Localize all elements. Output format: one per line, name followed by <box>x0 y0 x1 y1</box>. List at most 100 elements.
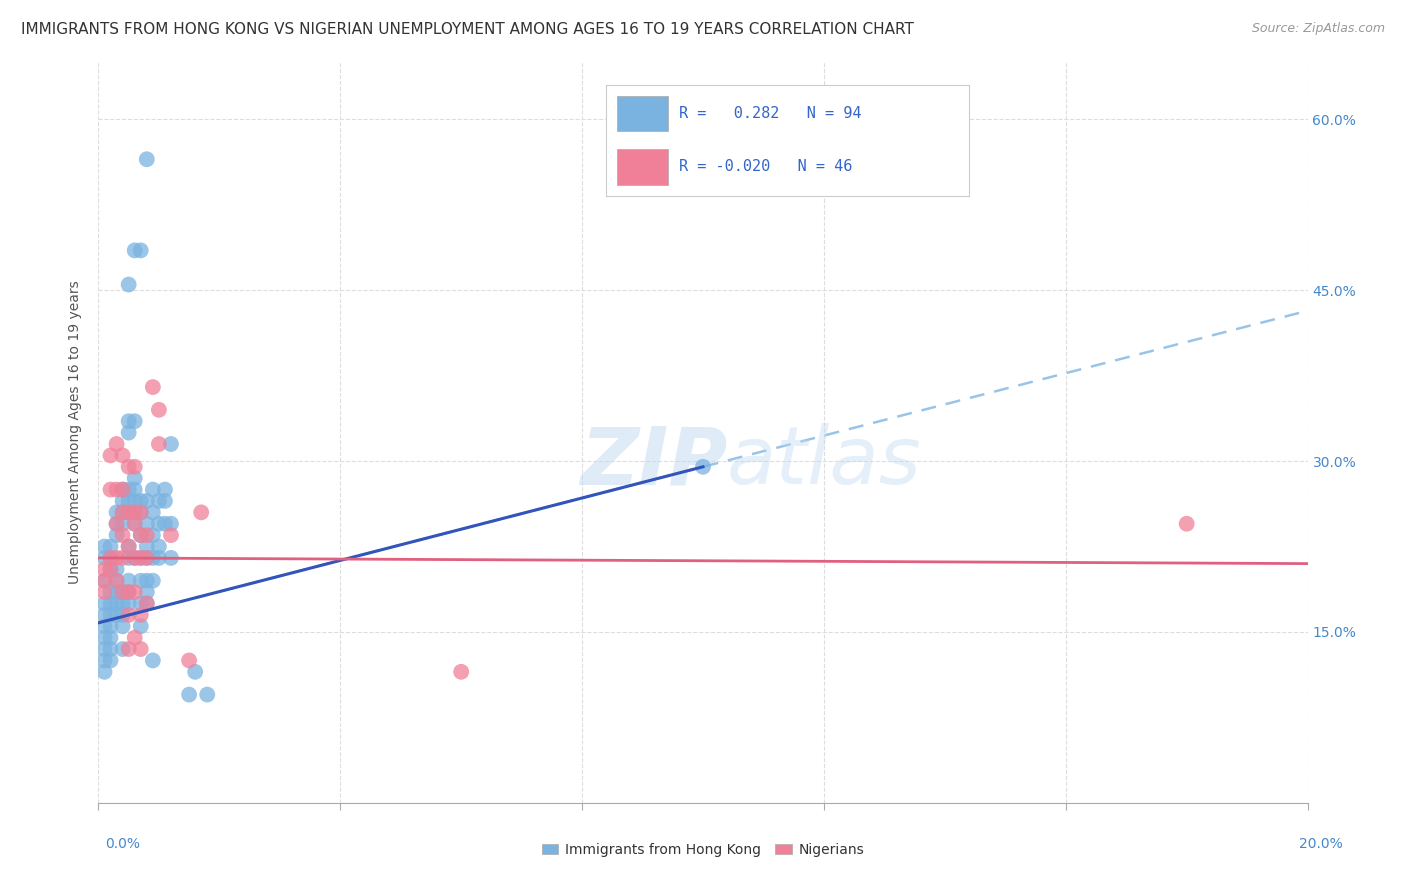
Point <box>111 483 134 497</box>
Point <box>93 550 115 565</box>
Point <box>118 642 141 657</box>
Point <box>135 153 157 167</box>
Point <box>111 585 134 599</box>
Point <box>118 277 141 292</box>
Point <box>105 562 128 576</box>
Point <box>100 585 122 599</box>
Point <box>124 483 146 497</box>
Point <box>124 244 146 258</box>
Point <box>111 597 134 611</box>
Point <box>129 244 152 258</box>
Point <box>124 550 146 565</box>
Point <box>124 516 146 531</box>
Text: Source: ZipAtlas.com: Source: ZipAtlas.com <box>1251 22 1385 36</box>
Point <box>190 505 212 519</box>
Point <box>111 642 134 657</box>
Point <box>135 585 157 599</box>
Point <box>111 528 134 542</box>
Point <box>124 550 146 565</box>
Point <box>153 516 176 531</box>
Point <box>111 550 134 565</box>
Point <box>1175 516 1198 531</box>
Point <box>135 550 157 565</box>
Point <box>142 528 165 542</box>
Point <box>100 483 122 497</box>
Point <box>148 437 170 451</box>
Point <box>160 516 183 531</box>
Point <box>100 550 122 565</box>
Point <box>118 550 141 565</box>
Point <box>93 619 115 633</box>
Point <box>148 516 170 531</box>
Point <box>105 437 128 451</box>
Point <box>160 550 183 565</box>
Point <box>135 597 157 611</box>
Point <box>135 516 157 531</box>
Point <box>135 550 157 565</box>
Point <box>124 414 146 428</box>
Point <box>129 607 152 622</box>
Point <box>129 505 152 519</box>
Point <box>111 585 134 599</box>
Point <box>118 483 141 497</box>
Point <box>111 516 134 531</box>
Point <box>105 585 128 599</box>
Point <box>129 642 152 657</box>
Point <box>124 459 146 474</box>
Point <box>93 631 115 645</box>
Point <box>135 574 157 588</box>
Point <box>124 471 146 485</box>
Point <box>129 550 152 565</box>
Point <box>142 550 165 565</box>
Point <box>124 494 146 508</box>
Point <box>93 642 115 657</box>
Point <box>118 540 141 554</box>
Point <box>118 574 141 588</box>
Point <box>148 550 170 565</box>
Point <box>118 607 141 622</box>
Point <box>129 505 152 519</box>
Point <box>105 607 128 622</box>
Point <box>93 665 115 679</box>
Point <box>111 505 134 519</box>
Point <box>129 528 152 542</box>
Point <box>105 574 128 588</box>
Point <box>118 494 141 508</box>
Point <box>184 665 207 679</box>
Point <box>118 585 141 599</box>
Point <box>93 585 115 599</box>
Text: 20.0%: 20.0% <box>1299 837 1343 851</box>
Point <box>93 574 115 588</box>
Point <box>142 653 165 667</box>
Point <box>450 665 472 679</box>
Point <box>105 516 128 531</box>
Point <box>118 425 141 440</box>
Point <box>118 540 141 554</box>
Point <box>105 505 128 519</box>
Point <box>195 688 218 702</box>
Point <box>118 585 141 599</box>
Point <box>118 505 141 519</box>
Point <box>129 494 152 508</box>
Text: IMMIGRANTS FROM HONG KONG VS NIGERIAN UNEMPLOYMENT AMONG AGES 16 TO 19 YEARS COR: IMMIGRANTS FROM HONG KONG VS NIGERIAN UN… <box>21 22 914 37</box>
Point <box>111 449 134 463</box>
Point <box>142 483 165 497</box>
Point <box>111 607 134 622</box>
Text: ZIP: ZIP <box>579 423 727 501</box>
Point <box>105 483 128 497</box>
Point <box>111 619 134 633</box>
Point <box>135 528 157 542</box>
Point <box>93 562 115 576</box>
Point <box>100 631 122 645</box>
Point <box>148 494 170 508</box>
Point <box>100 607 122 622</box>
Point <box>100 550 122 565</box>
Point <box>179 653 201 667</box>
Point <box>153 483 176 497</box>
Point <box>111 494 134 508</box>
Point <box>135 494 157 508</box>
Point <box>111 505 134 519</box>
Point <box>93 574 115 588</box>
Point <box>142 505 165 519</box>
Point <box>100 562 122 576</box>
